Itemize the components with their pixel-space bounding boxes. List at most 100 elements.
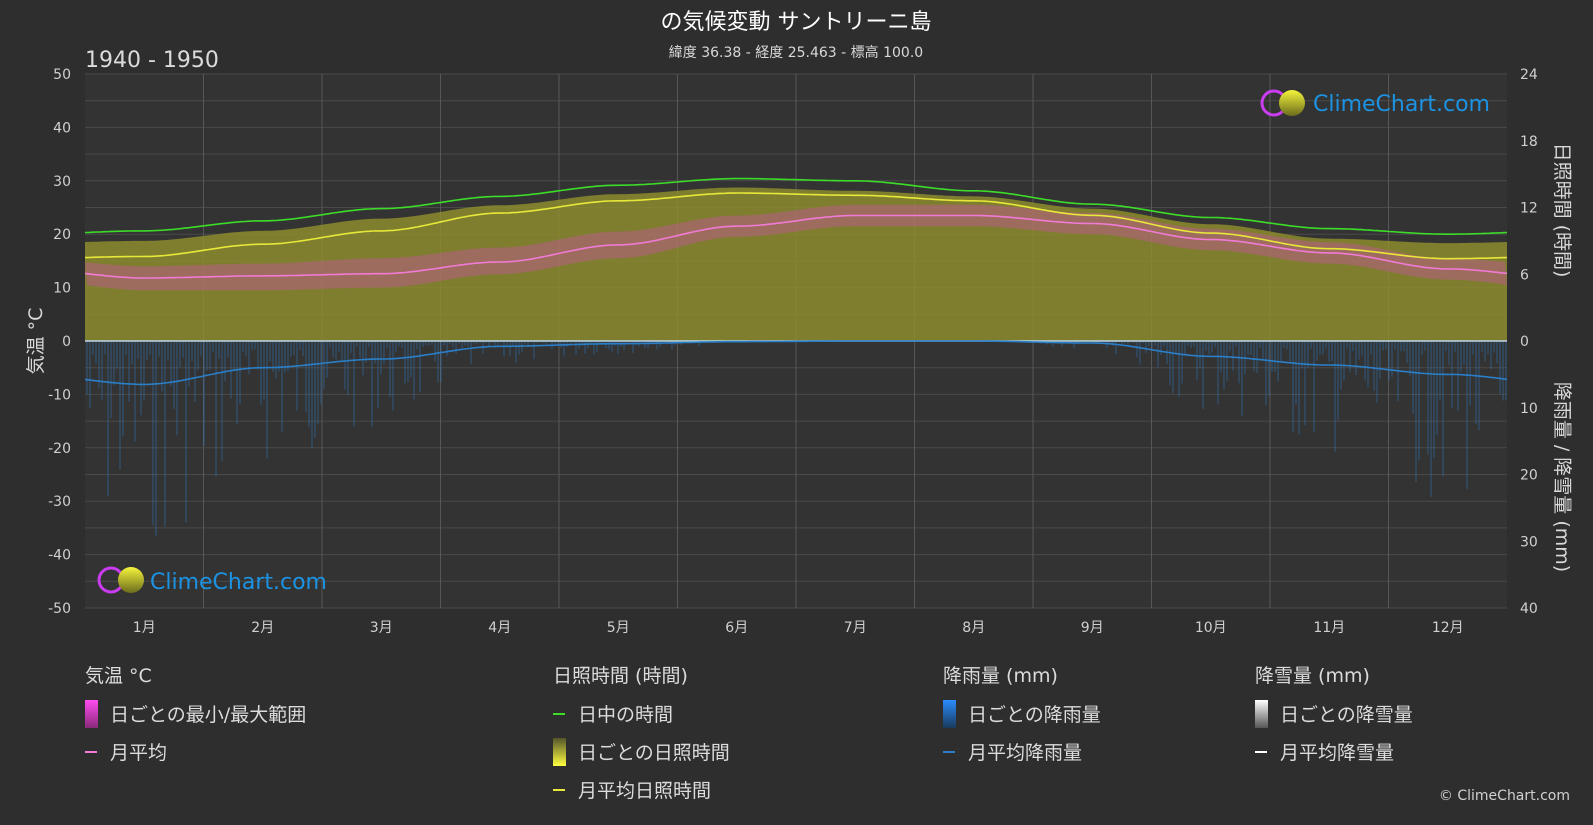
daily-rain-bar (1439, 341, 1441, 400)
daily-rain-bar (1475, 341, 1477, 424)
right-axis-ticks: 24 18 12 6 0 10 20 30 40 (1520, 67, 1538, 617)
brand-logo-top[interactable]: ClimeChart.com (1260, 89, 1490, 117)
temperature-tick-label: -20 (48, 441, 71, 457)
daily-sunshine-band (85, 187, 1507, 341)
daily-rain-bar (365, 341, 367, 363)
legend-swatch-bar (85, 700, 98, 728)
daily-rain-bar (617, 341, 619, 354)
left-axis-ticks: 50 40 30 20 10 0 -10 -20 -30 -40 -50 (48, 67, 71, 617)
daily-rain-bar (1310, 341, 1312, 349)
daily-rain-bar (1175, 341, 1177, 353)
daily-rain-bar (653, 341, 655, 344)
daily-rain-bar (1385, 341, 1387, 350)
daily-rain-bar (272, 341, 274, 372)
daily-rain-bar (215, 341, 217, 477)
daily-rain-bar (1283, 341, 1285, 349)
daily-rain-bar (1127, 341, 1129, 346)
daily-rain-bar (1499, 341, 1501, 394)
daily-rain-bar (92, 341, 94, 356)
daily-rain-bar (1184, 341, 1186, 356)
daily-rain-bar (317, 341, 319, 425)
daily-rain-bar (416, 341, 418, 350)
daily-rain-bar (233, 341, 235, 372)
daily-rain-bar (512, 341, 514, 346)
daily-rain-bar (119, 341, 121, 470)
daily-rain-bar (632, 341, 634, 353)
daily-rain-bar (1466, 341, 1468, 490)
daily-rain-bar (155, 341, 157, 536)
daily-rain-bar (1469, 341, 1471, 406)
copyright: © ClimeChart.com (1439, 788, 1570, 804)
daily-rain-bar (248, 341, 250, 375)
daily-rain-bar (212, 341, 214, 352)
daily-rain-bar (1496, 341, 1498, 364)
daily-rain-bar (1214, 341, 1216, 348)
daily-rain-bar (284, 341, 286, 373)
daily-rain-bar (566, 341, 568, 347)
brand-label-top: ClimeChart.com (1313, 92, 1490, 117)
legend-heading: 日照時間 (時間) (553, 665, 688, 687)
daily-rain-bar (386, 341, 388, 348)
daily-rain-bar (401, 341, 403, 348)
daily-rain-bar (554, 341, 556, 346)
sunshine-tick-label: 18 (1520, 134, 1538, 150)
daily-rain-bar (1424, 341, 1426, 351)
precip-tick-label: 20 (1520, 468, 1538, 484)
daily-rain-bar (1253, 341, 1255, 372)
daily-rain-bar (455, 341, 457, 354)
daily-rain-bar (131, 341, 133, 365)
daily-rain-bar (407, 341, 409, 383)
daily-rain-bar (1163, 341, 1165, 347)
daily-rain-bar (1304, 341, 1306, 426)
daily-rain-bar (1448, 341, 1450, 366)
daily-rain-bar (449, 341, 451, 345)
daily-rain-bar (404, 341, 406, 384)
daily-rain-bar (137, 341, 139, 359)
daily-rain-bar (1205, 341, 1207, 351)
temperature-tick-label: 0 (62, 334, 71, 350)
daily-rain-bar (1490, 341, 1492, 370)
daily-rain-bar (206, 341, 208, 371)
daily-rain-bar (281, 341, 283, 432)
daily-rain-bar (530, 341, 532, 343)
daily-rain-bar (374, 341, 376, 364)
daily-rain-bar (1160, 341, 1162, 356)
daily-rain-bar (1382, 341, 1384, 351)
daily-rain-bar (458, 341, 460, 344)
daily-rain-bar (1142, 341, 1144, 344)
daily-rain-bar (1436, 341, 1438, 435)
brand-logo-bottom[interactable]: ClimeChart.com (97, 566, 327, 595)
daily-rain-bar (581, 341, 583, 346)
legend-heading: 気温 °C (85, 665, 152, 687)
monthly-sunshine-line (84, 192, 1507, 260)
daily-rain-bar (608, 341, 610, 350)
daily-rain-bar (473, 341, 475, 344)
daily-rain-bar (254, 341, 256, 350)
daily-rain-bar (533, 341, 535, 360)
daily-rain-bar (287, 341, 289, 372)
daily-rain-bar (1367, 341, 1369, 388)
daily-rain-bar (311, 341, 313, 448)
daily-rain-bar (419, 341, 421, 392)
daily-rain-bar (410, 341, 412, 378)
daily-rain-bar (251, 341, 253, 351)
daily-rain-bar (1487, 341, 1489, 355)
temperature-tick-label: -40 (48, 548, 71, 564)
daily-rain-bar (596, 341, 598, 353)
daily-rain-bar (224, 341, 226, 382)
daily-rain-bar (503, 341, 505, 357)
daily-rain-bar (584, 341, 586, 354)
daily-rain-bar (353, 341, 355, 427)
daily-rain-bar (575, 341, 577, 355)
daily-rain-bar (341, 341, 343, 362)
daily-rain-bar (1097, 341, 1099, 343)
legend-item-label: 月平均降雪量 (1280, 742, 1394, 764)
daily-rain-bar (152, 341, 154, 526)
daily-rain-bar (599, 341, 601, 345)
daily-rain-bar (236, 341, 238, 425)
chart-subtitle: 緯度 36.38 - 経度 25.463 - 標高 100.0 (669, 44, 923, 61)
daily-rain-bar (518, 341, 520, 355)
daily-rain-bar (395, 341, 397, 352)
monthly-mean-temperature-line (84, 214, 1508, 279)
